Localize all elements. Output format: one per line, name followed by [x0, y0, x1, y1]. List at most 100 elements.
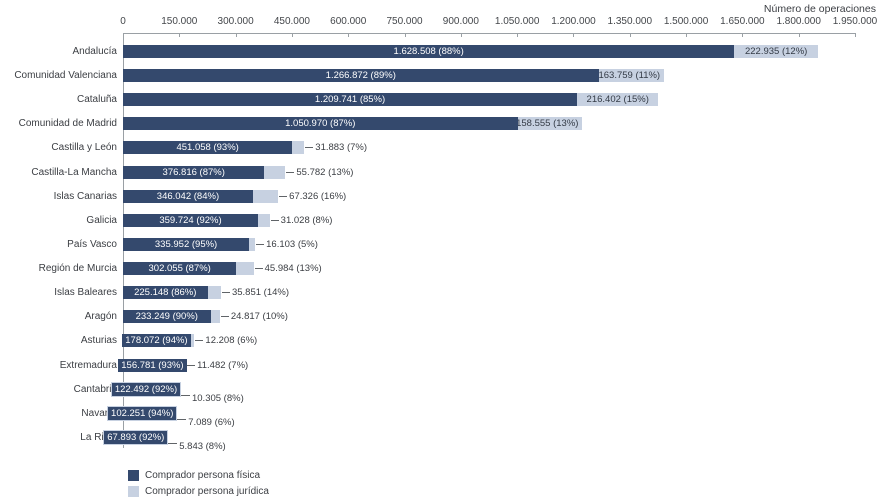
bar-segment-fisica: 102.251 (94%) — [107, 405, 178, 421]
bar-segment-juridica — [189, 334, 195, 348]
bar-value-label-fisica: 178.072 (94%) — [122, 334, 191, 348]
bar-segment-fisica: 178.072 (94%) — [122, 334, 191, 348]
bar-segment-juridica — [264, 165, 286, 179]
bar-value-label-juridica: 11.482 (7%) — [197, 359, 249, 371]
category-label: País Vasco — [67, 238, 117, 250]
x-tick-label: 450.000 — [273, 16, 310, 27]
x-tick-mark — [573, 33, 575, 37]
category-label: Asturias — [80, 335, 117, 347]
bar-value-label-juridica: 216.402 (15%) — [582, 93, 653, 107]
x-tick-label: 1.800.000 — [776, 16, 821, 27]
x-tick-label: 600.000 — [330, 16, 367, 27]
bar-segment-fisica: 1.209.741 (85%) — [123, 93, 578, 107]
category-label: La Rioja — [80, 431, 117, 443]
bar-value-label-juridica: 31.883 (7%) — [315, 142, 368, 154]
bar-segment-fisica: 346.042 (84%) — [123, 189, 253, 203]
x-tick-mark — [404, 33, 406, 37]
bar-segment-fisica: 451.058 (93%) — [123, 141, 293, 155]
x-tick-mark — [517, 33, 519, 37]
x-tick-mark — [348, 33, 350, 37]
category-label: Comunidad de Madrid — [18, 118, 117, 130]
legend-item-label: Comprador persona jurídica — [145, 485, 269, 497]
x-tick-label: 750.000 — [386, 16, 423, 27]
bar-value-label-fisica: 302.055 (87%) — [145, 262, 214, 276]
legend-item: Comprador persona jurídica — [128, 484, 269, 499]
legend: Comprador persona física Comprador person… — [128, 468, 269, 500]
bar-segment-fisica: 1.628.508 (88%) — [123, 45, 735, 58]
bar-value-label-fisica: 122.492 (92%) — [110, 381, 182, 397]
bar-segment-fisica: 156.781 (93%) — [118, 358, 187, 372]
x-tick-mark — [855, 33, 856, 37]
bar-value-label-fisica: 359.724 (92%) — [156, 213, 225, 227]
category-label: Navarra — [81, 407, 117, 419]
x-tick-mark — [798, 33, 800, 37]
bar-value-label-fisica: 102.251 (94%) — [107, 405, 178, 421]
bar-value-label-fisica: 451.058 (93%) — [173, 141, 242, 155]
bar-segment-juridica — [210, 310, 220, 324]
bar-value-label-juridica: 24.817 (10%) — [230, 311, 288, 323]
bar-value-label-juridica: 222.935 (12%) — [740, 45, 812, 58]
bar-segment-fisica: 67.893 (92%) — [103, 429, 169, 445]
label-connector-line — [305, 147, 314, 149]
bar-value-label-juridica: 55.782 (13%) — [296, 166, 354, 178]
x-tick-label: 900.000 — [442, 16, 479, 27]
bar-value-label-juridica: 10.305 (8%) — [191, 392, 244, 404]
category-label: Islas Baleares — [54, 287, 117, 299]
bar-value-label-fisica: 225.148 (86%) — [131, 286, 200, 300]
bar-value-label-fisica: 376.816 (87%) — [159, 165, 228, 179]
bar-value-label-juridica: 31.028 (8%) — [280, 214, 333, 226]
category-label: Castilla y León — [51, 142, 117, 154]
label-connector-line — [195, 340, 204, 342]
x-tick-label: 0 — [120, 16, 126, 27]
bar-segment-fisica: 359.724 (92%) — [123, 213, 259, 227]
bar-segment-fisica: 122.492 (92%) — [110, 381, 182, 397]
bar-segment-juridica — [249, 237, 256, 251]
label-connector-line — [168, 443, 178, 445]
label-connector-line — [187, 364, 196, 366]
bar-segment-fisica: 233.249 (90%) — [123, 310, 211, 324]
category-label: Andalucía — [72, 46, 117, 57]
label-connector-line — [220, 316, 229, 318]
bar-segment-fisica: 225.148 (86%) — [123, 286, 208, 300]
bar-segment-juridica: 158.555 (13%) — [512, 117, 583, 131]
x-tick-label: 150.000 — [161, 16, 198, 27]
label-connector-line — [279, 195, 288, 197]
category-label: Galicia — [86, 214, 117, 226]
category-label: Cantabria — [73, 383, 117, 395]
x-tick-label: 1.950.000 — [832, 16, 878, 27]
bar-value-label-fisica: 233.249 (90%) — [132, 310, 201, 324]
bar-value-label-fisica: 67.893 (92%) — [103, 429, 169, 445]
label-connector-line — [180, 395, 190, 397]
category-label: Aragón — [84, 311, 117, 323]
bar-value-label-juridica: 158.555 (13%) — [512, 117, 583, 131]
bar-segment-juridica — [207, 286, 221, 300]
x-tick-mark — [686, 33, 688, 37]
x-tick-label: 1.200.000 — [551, 16, 596, 27]
x-tick-mark — [235, 33, 237, 37]
bar-segment-juridica — [258, 213, 270, 227]
label-connector-line — [286, 171, 295, 173]
bar-segment-fisica: 1.266.872 (89%) — [123, 69, 599, 83]
category-label: Castilla-La Mancha — [31, 166, 117, 178]
bar-segment-fisica: 376.816 (87%) — [123, 165, 265, 179]
category-label: Región de Murcia — [38, 263, 117, 275]
x-axis-line — [123, 33, 855, 34]
bar-value-label-fisica: 1.050.970 (87%) — [282, 117, 359, 131]
x-tick-mark — [123, 33, 124, 37]
bar-segment-juridica — [236, 262, 254, 276]
bar-segment-fisica: 1.050.970 (87%) — [123, 117, 518, 131]
x-tick-label: 1.350.000 — [607, 16, 653, 27]
bar-segment-juridica: 216.402 (15%) — [577, 93, 659, 107]
x-tick-label: 300.000 — [217, 16, 254, 27]
category-label: Cataluña — [76, 94, 117, 106]
legend-swatch — [128, 470, 139, 481]
bar-segment-juridica: 163.759 (11%) — [594, 69, 665, 83]
category-label: Islas Canarias — [53, 190, 117, 202]
bar-value-label-juridica: 16.103 (5%) — [266, 238, 318, 250]
bar-value-label-juridica: 163.759 (11%) — [594, 69, 665, 83]
x-tick-label: 1.500.000 — [663, 16, 709, 27]
bar-value-label-juridica: 5.843 (8%) — [179, 440, 226, 452]
label-connector-line — [221, 292, 230, 294]
label-connector-line — [270, 219, 279, 221]
bar-segment-juridica: 222.935 (12%) — [734, 45, 818, 58]
